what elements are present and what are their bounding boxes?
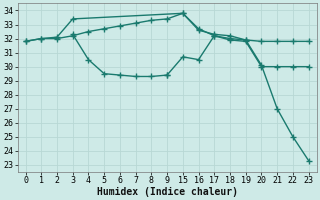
X-axis label: Humidex (Indice chaleur): Humidex (Indice chaleur): [97, 186, 237, 197]
